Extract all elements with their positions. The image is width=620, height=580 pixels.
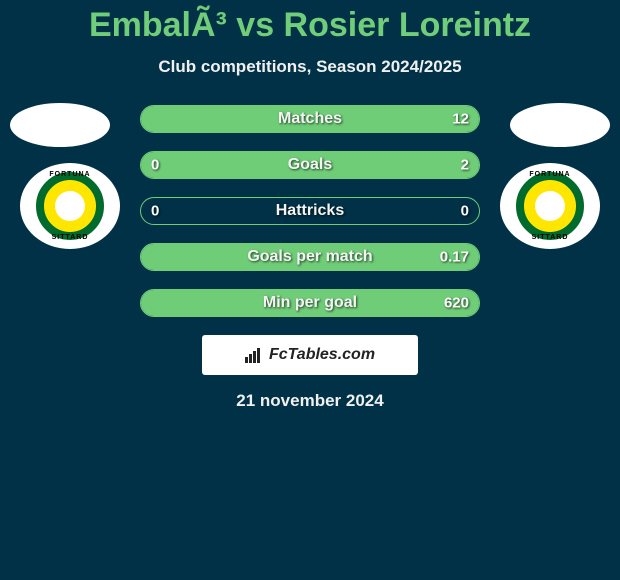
stat-value-right: 0 [461, 203, 469, 220]
subtitle: Club competitions, Season 2024/2025 [0, 57, 620, 77]
stat-label: Matches [278, 110, 342, 128]
stat-label: Goals per match [247, 248, 372, 266]
logo-text-bottom: SITTARD [52, 234, 89, 241]
stat-value-left: 0 [151, 157, 159, 174]
team-logo-left: FORTUNA SITTARD [20, 163, 120, 249]
fortuna-sittard-logo: FORTUNA SITTARD [20, 163, 120, 249]
stat-row: 0 Goals 2 [140, 151, 480, 179]
stat-row: Matches 12 [140, 105, 480, 133]
stat-value-right: 0.17 [440, 249, 469, 266]
stat-value-right: 2 [461, 157, 469, 174]
stats-list: Matches 12 0 Goals 2 0 Hattricks 0 Goals per mat… [140, 105, 480, 317]
team-logo-right: FORTUNA SITTARD [500, 163, 600, 249]
stat-row: Min per goal 620 [140, 289, 480, 317]
logo-text-top: FORTUNA [49, 171, 90, 178]
logo-text-bottom: SITTARD [532, 234, 569, 241]
stat-value-right: 620 [444, 295, 469, 312]
logo-text-top: FORTUNA [529, 171, 570, 178]
page-title: EmbalÃ³ vs Rosier Loreintz [0, 6, 620, 45]
date: 21 november 2024 [0, 391, 620, 411]
stat-label: Min per goal [263, 294, 357, 312]
compare-area: FORTUNA SITTARD FORTUNA SITTARD Matches 1… [0, 105, 620, 317]
stat-label: Goals [288, 156, 332, 174]
player-right-avatar [510, 103, 610, 147]
stat-row: Goals per match 0.17 [140, 243, 480, 271]
stat-label: Hattricks [276, 202, 344, 220]
attribution-box: FcTables.com [202, 335, 418, 375]
attribution-text: FcTables.com [245, 346, 375, 364]
player-left-avatar [10, 103, 110, 147]
stat-value-right: 12 [452, 111, 469, 128]
attribution-label: FcTables.com [269, 346, 375, 364]
chart-icon [245, 347, 265, 363]
fortuna-sittard-logo: FORTUNA SITTARD [500, 163, 600, 249]
stat-value-left: 0 [151, 203, 159, 220]
comparison-infographic: EmbalÃ³ vs Rosier Loreintz Club competit… [0, 0, 620, 411]
stat-row: 0 Hattricks 0 [140, 197, 480, 225]
